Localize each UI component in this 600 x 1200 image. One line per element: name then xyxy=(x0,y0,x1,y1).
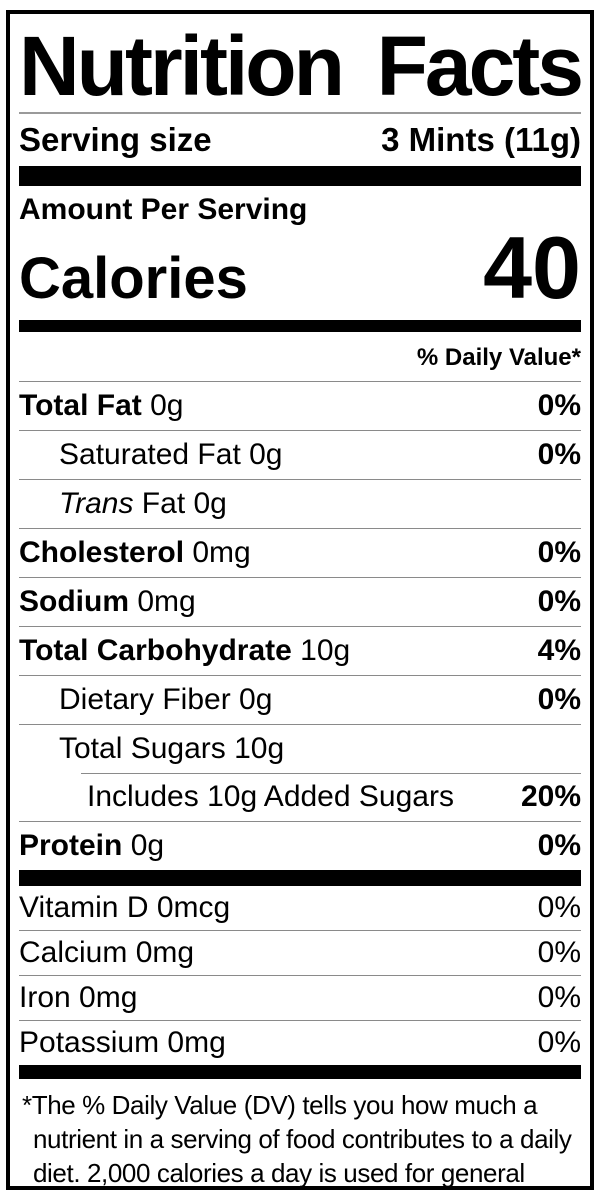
nutrient-name: Total Fat 0g xyxy=(19,389,184,422)
nutrient-row: Total Carbohydrate 10g 4% xyxy=(19,626,581,675)
nutrient-name-bold: Sodium xyxy=(19,585,129,618)
daily-value-percent: 20% xyxy=(520,780,581,813)
title-word: Nutrition xyxy=(19,19,345,113)
nutrient-name-bold: Cholesterol xyxy=(19,536,185,569)
section-bar-footer xyxy=(19,1065,581,1079)
daily-value-percent: 0% xyxy=(537,891,581,924)
title-rule xyxy=(19,112,581,114)
nutrient-name: Total Sugars 10g xyxy=(59,732,285,765)
nutrient-name: Dietary Fiber 0g xyxy=(59,683,273,716)
nutrient-name-italic: Trans xyxy=(59,487,134,520)
nutrient-name-bold: Total Fat xyxy=(19,389,142,422)
daily-value-percent: 4% xyxy=(537,634,581,667)
nutrient-name: Total Carbohydrate 10g xyxy=(19,634,351,667)
nutrient-row: Total Fat 0g 0% xyxy=(19,381,581,430)
nutrient-name: Saturated Fat 0g xyxy=(59,438,283,471)
title-word: Facts xyxy=(376,19,584,113)
serving-size-label: Serving size xyxy=(19,121,212,158)
amount-per-serving-label: Amount Per Serving xyxy=(19,193,308,226)
daily-value-percent: 0% xyxy=(537,981,581,1014)
nutrient-row: Total Sugars 10g xyxy=(19,724,581,773)
nutrient-row: Protein 0g 0% xyxy=(19,821,581,870)
daily-value-percent: 0% xyxy=(537,829,581,862)
nutrient-row: Dietary Fiber 0g 0% xyxy=(19,675,581,724)
vitamin-name: Iron 0mg xyxy=(19,981,138,1014)
vitamin-row: Vitamin D 0mcg 0% xyxy=(19,886,581,930)
section-bar-thick xyxy=(19,166,581,186)
serving-size-row: Serving size 3 Mints (11g) xyxy=(19,114,581,166)
nutrient-name: Includes 10g Added Sugars xyxy=(87,780,454,813)
daily-value-percent: 0% xyxy=(537,585,581,618)
section-bar-thick-2 xyxy=(19,870,581,886)
section-bar-medium xyxy=(19,320,581,332)
footnote: *The % Daily Value (DV) tells you how mu… xyxy=(22,1090,572,1188)
nutrient-row: Saturated Fat 0g 0% xyxy=(19,430,581,479)
nutrition-facts-label: Nutrition Facts Serving size 3 Mints (11g… xyxy=(6,10,594,1190)
daily-value-percent: 0% xyxy=(537,536,581,569)
daily-value-percent: 0% xyxy=(537,683,581,716)
calories-label: Calories xyxy=(19,246,248,311)
nutrient-row: Cholesterol 0mg 0% xyxy=(19,528,581,577)
nutrient-name: Sodium 0mg xyxy=(19,585,196,618)
nutrient-name: Cholesterol 0mg xyxy=(19,536,251,569)
vitamin-name: Potassium 0mg xyxy=(19,1026,226,1059)
daily-value-percent: 0% xyxy=(537,936,581,969)
calories-row: Calories 40 xyxy=(19,218,581,320)
vitamin-row: Iron 0mg 0% xyxy=(19,975,581,1020)
nutrients-table: Total Fat 0g 0% Saturated Fat 0g 0% Trans Fa… xyxy=(19,381,581,870)
vitamins-table: Vitamin D 0mcg 0% Calcium 0mg 0% Iron 0mg 0% P… xyxy=(19,886,581,1065)
daily-value-percent: 0% xyxy=(537,438,581,471)
nutrient-row: Trans Fat 0g xyxy=(19,479,581,528)
vitamin-name: Calcium 0mg xyxy=(19,936,195,969)
daily-value-percent: 0% xyxy=(537,389,581,422)
calories-value: 40 xyxy=(483,218,581,317)
page-title: Nutrition Facts xyxy=(19,14,584,113)
nutrient-name: Trans Fat 0g xyxy=(59,487,227,520)
daily-value-percent: 0% xyxy=(537,1026,581,1059)
vitamin-row: Calcium 0mg 0% xyxy=(19,930,581,975)
nutrient-row: Sodium 0mg 0% xyxy=(19,577,581,626)
vitamin-name: Vitamin D 0mcg xyxy=(19,891,231,924)
serving-size-value: 3 Mints (11g) xyxy=(381,121,581,158)
nutrient-name-bold: Protein xyxy=(19,829,123,862)
daily-value-header: % Daily Value* xyxy=(416,344,581,371)
vitamin-row: Potassium 0mg 0% xyxy=(19,1020,581,1065)
nutrient-row: Includes 10g Added Sugars 20% xyxy=(19,773,581,821)
nutrient-name: Protein 0g xyxy=(19,829,165,862)
nutrient-name-bold: Total Carbohydrate xyxy=(19,634,292,667)
